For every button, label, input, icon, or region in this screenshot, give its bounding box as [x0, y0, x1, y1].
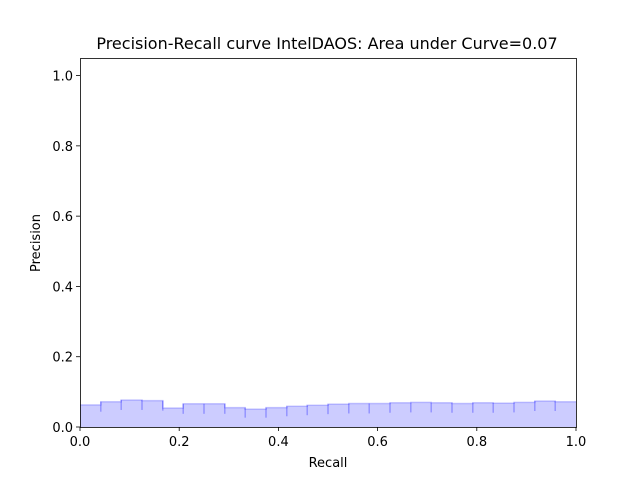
y-tick-label: 0.6: [52, 210, 73, 225]
plot-frame: [80, 58, 577, 428]
x-tick-label: 0.0: [70, 435, 91, 450]
precision-area-fill: [80, 399, 576, 427]
y-tick-label: 0.4: [52, 280, 73, 295]
y-tick-label: 0.2: [52, 351, 73, 366]
y-axis-ticks: 0.0 0.2 0.4 0.6 0.8 1.0: [52, 70, 80, 436]
x-tick-label: 0.2: [169, 435, 190, 450]
x-axis-label: Recall: [309, 456, 348, 471]
x-tick-label: 0.4: [268, 435, 289, 450]
precision-step-ticks: [100, 399, 556, 418]
x-tick-label: 1.0: [566, 435, 587, 450]
y-tick-label: 1.0: [52, 70, 73, 85]
x-axis-ticks: 0.0 0.2 0.4 0.6 0.8 1.0: [70, 427, 587, 450]
plot-area: [80, 399, 576, 427]
precision-step-line: [80, 399, 576, 410]
x-tick-label: 0.6: [367, 435, 388, 450]
y-tick-label: 0.8: [52, 140, 73, 155]
x-tick-label: 0.8: [466, 435, 487, 450]
y-axis-label: Precision: [29, 214, 44, 272]
chart-title: Precision-Recall curve IntelDAOS: Area u…: [96, 34, 557, 53]
y-tick-label: 0.0: [52, 421, 73, 436]
